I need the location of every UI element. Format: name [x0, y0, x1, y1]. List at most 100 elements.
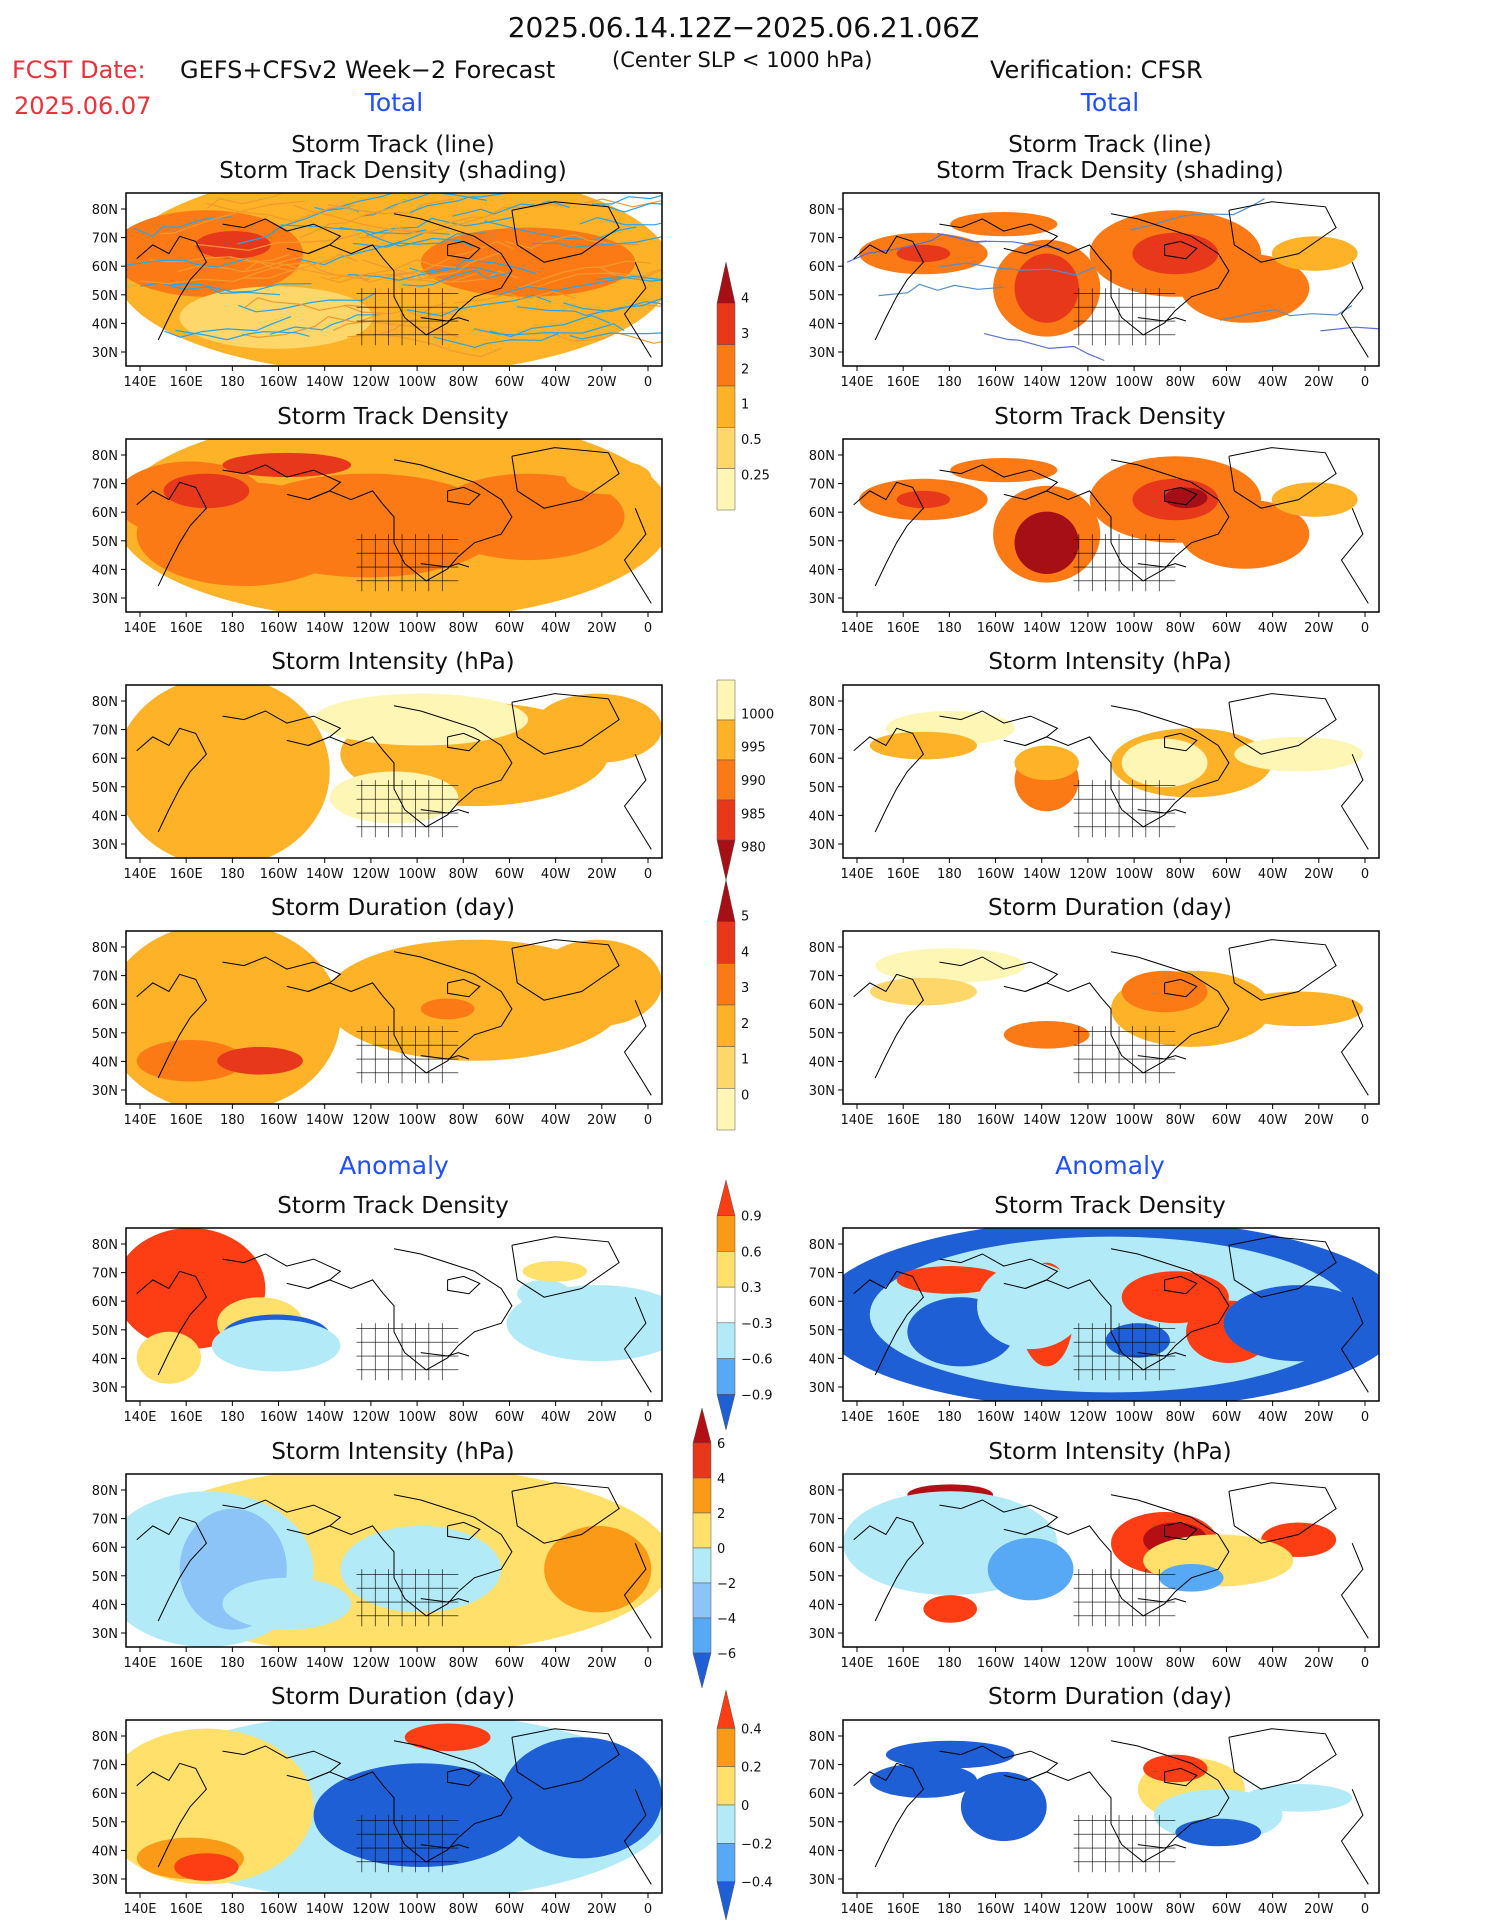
coastline [136, 727, 208, 833]
lat-tick-label: 40N [92, 809, 118, 824]
storm-track-line [473, 323, 625, 336]
lon-tick-label: 60W [1212, 1113, 1242, 1128]
storm-track-line [452, 200, 570, 217]
lat-tick-label: 70N [92, 478, 118, 493]
coastline [1228, 1236, 1337, 1298]
lat-tick-label: 70N [92, 724, 118, 739]
map-panel-0-0: 140E 160E 180 160W 140W 120W 100W 80W 60W 40W 20W 0… [92, 192, 663, 390]
lon-tick-label: 160W [260, 1113, 298, 1128]
colorbar-duration: 5 4 3 2 1 0 [716, 879, 749, 1131]
coastline [623, 508, 652, 604]
lon-tick-label: 140E [123, 867, 156, 882]
colorbar-label: −4 [717, 1612, 736, 1627]
colorbar-label: −0.6 [741, 1353, 773, 1368]
lon-tick-label: 120W [352, 375, 390, 390]
lon-tick-label: 160E [887, 1113, 920, 1128]
storm-track-line [328, 271, 447, 283]
lon-tick-label: 160E [887, 375, 920, 390]
lat-tick-label: 50N [809, 1324, 835, 1339]
coastline [136, 1762, 208, 1868]
lon-tick-label: 120W [1069, 375, 1107, 390]
shading-blob [1234, 736, 1363, 772]
lon-tick-label: 140E [840, 1113, 873, 1128]
lon-tick-label: 160W [260, 867, 298, 882]
lon-tick-label: 100W [1115, 1656, 1153, 1671]
shading-blob [1223, 1285, 1374, 1362]
shading-blob [136, 1331, 202, 1384]
lon-tick-label: 20W [587, 1410, 617, 1425]
storm-track-line [1320, 326, 1379, 332]
lon-tick-label: 60W [495, 1656, 525, 1671]
lat-tick-label: 70N [92, 1513, 118, 1528]
lon-tick-label: 20W [1304, 621, 1334, 636]
coastline [511, 1728, 620, 1790]
lon-tick-label: 100W [1115, 375, 1153, 390]
lon-tick-label: 100W [398, 375, 436, 390]
colorbar-segment [716, 468, 736, 511]
lon-tick-label: 180 [937, 621, 962, 636]
lat-tick-label: 30N [92, 838, 118, 853]
storm-track-line [362, 193, 488, 217]
coastline [1137, 809, 1187, 814]
lon-tick-label: 120W [352, 1656, 390, 1671]
colorbar-segment [692, 1617, 712, 1654]
total-label-left: Total [364, 88, 424, 117]
panel-frame [842, 930, 1380, 1105]
lat-tick-label: 80N [92, 449, 118, 464]
lat-tick-label: 50N [92, 289, 118, 304]
coastline [1340, 1000, 1369, 1096]
lon-tick-label: 140E [840, 621, 873, 636]
coastline [1340, 262, 1369, 358]
lon-tick-label: 20W [1304, 1113, 1334, 1128]
lon-tick-label: 160E [887, 1656, 920, 1671]
storm-track-line [531, 235, 662, 248]
lon-tick-label: 120W [1069, 1656, 1107, 1671]
storm-track-line [164, 316, 292, 338]
colorbar-density-anomaly: 0.9 0.6 0.3 −0.3 −0.6 −0.9 [716, 1179, 773, 1431]
title-anom-density-right: Storm Track Density [994, 1193, 1226, 1219]
lon-tick-label: 60W [495, 1113, 525, 1128]
panel-frame [842, 1719, 1380, 1894]
lon-tick-label: 20W [587, 1902, 617, 1917]
lon-tick-label: 40W [1258, 1410, 1288, 1425]
coastline [1164, 1521, 1198, 1541]
lon-tick-label: 160E [170, 375, 203, 390]
lon-tick-label: 140E [123, 621, 156, 636]
lon-tick-label: 140E [123, 1656, 156, 1671]
storm-track-line [983, 333, 1105, 362]
lon-tick-label: 160W [260, 1410, 298, 1425]
lon-tick-label: 180 [937, 375, 962, 390]
shading-blob [987, 1538, 1074, 1601]
title-duration-left: Storm Duration (day) [271, 895, 515, 921]
colorbar-segment [692, 1652, 712, 1689]
lon-tick-label: 140E [840, 867, 873, 882]
coastline [447, 978, 481, 998]
lon-tick-label: 100W [1115, 1902, 1153, 1917]
coastline [1137, 317, 1187, 322]
lon-tick-label: 80W [1166, 867, 1196, 882]
lat-tick-label: 70N [809, 1759, 835, 1774]
anomaly-label-left: Anomaly [339, 1151, 449, 1180]
lon-tick-label: 120W [1069, 1902, 1107, 1917]
lon-tick-label: 140W [306, 1113, 344, 1128]
coastline [447, 240, 481, 260]
lon-tick-label: 180 [220, 1113, 245, 1128]
colorbar-label: 4 [741, 945, 749, 960]
colorbar-label: 2 [717, 1507, 725, 1522]
coastline [853, 235, 925, 341]
lon-tick-label: 40W [541, 1113, 571, 1128]
lat-tick-label: 60N [92, 752, 118, 767]
colorbar-label: −0.9 [741, 1388, 773, 1403]
storm-track-line [602, 202, 662, 213]
coastline [420, 1352, 470, 1357]
coastline [853, 1270, 925, 1376]
colorbar-segment [716, 921, 736, 964]
coastline [420, 563, 470, 568]
lon-tick-label: 100W [1115, 621, 1153, 636]
coastline [853, 727, 925, 833]
storm-track-line [148, 253, 290, 263]
map-panel-0-4: 140E 160E 180 160W 140W 120W 100W 80W 60W 40W 20W 0… [92, 1227, 663, 1425]
map-panel-1-6: 140E 160E 180 160W 140W 120W 100W 80W 60W 40W 20W 0… [809, 1719, 1380, 1917]
coastline [1025, 951, 1230, 1074]
verification-source: Verification: CFSR [990, 56, 1203, 84]
